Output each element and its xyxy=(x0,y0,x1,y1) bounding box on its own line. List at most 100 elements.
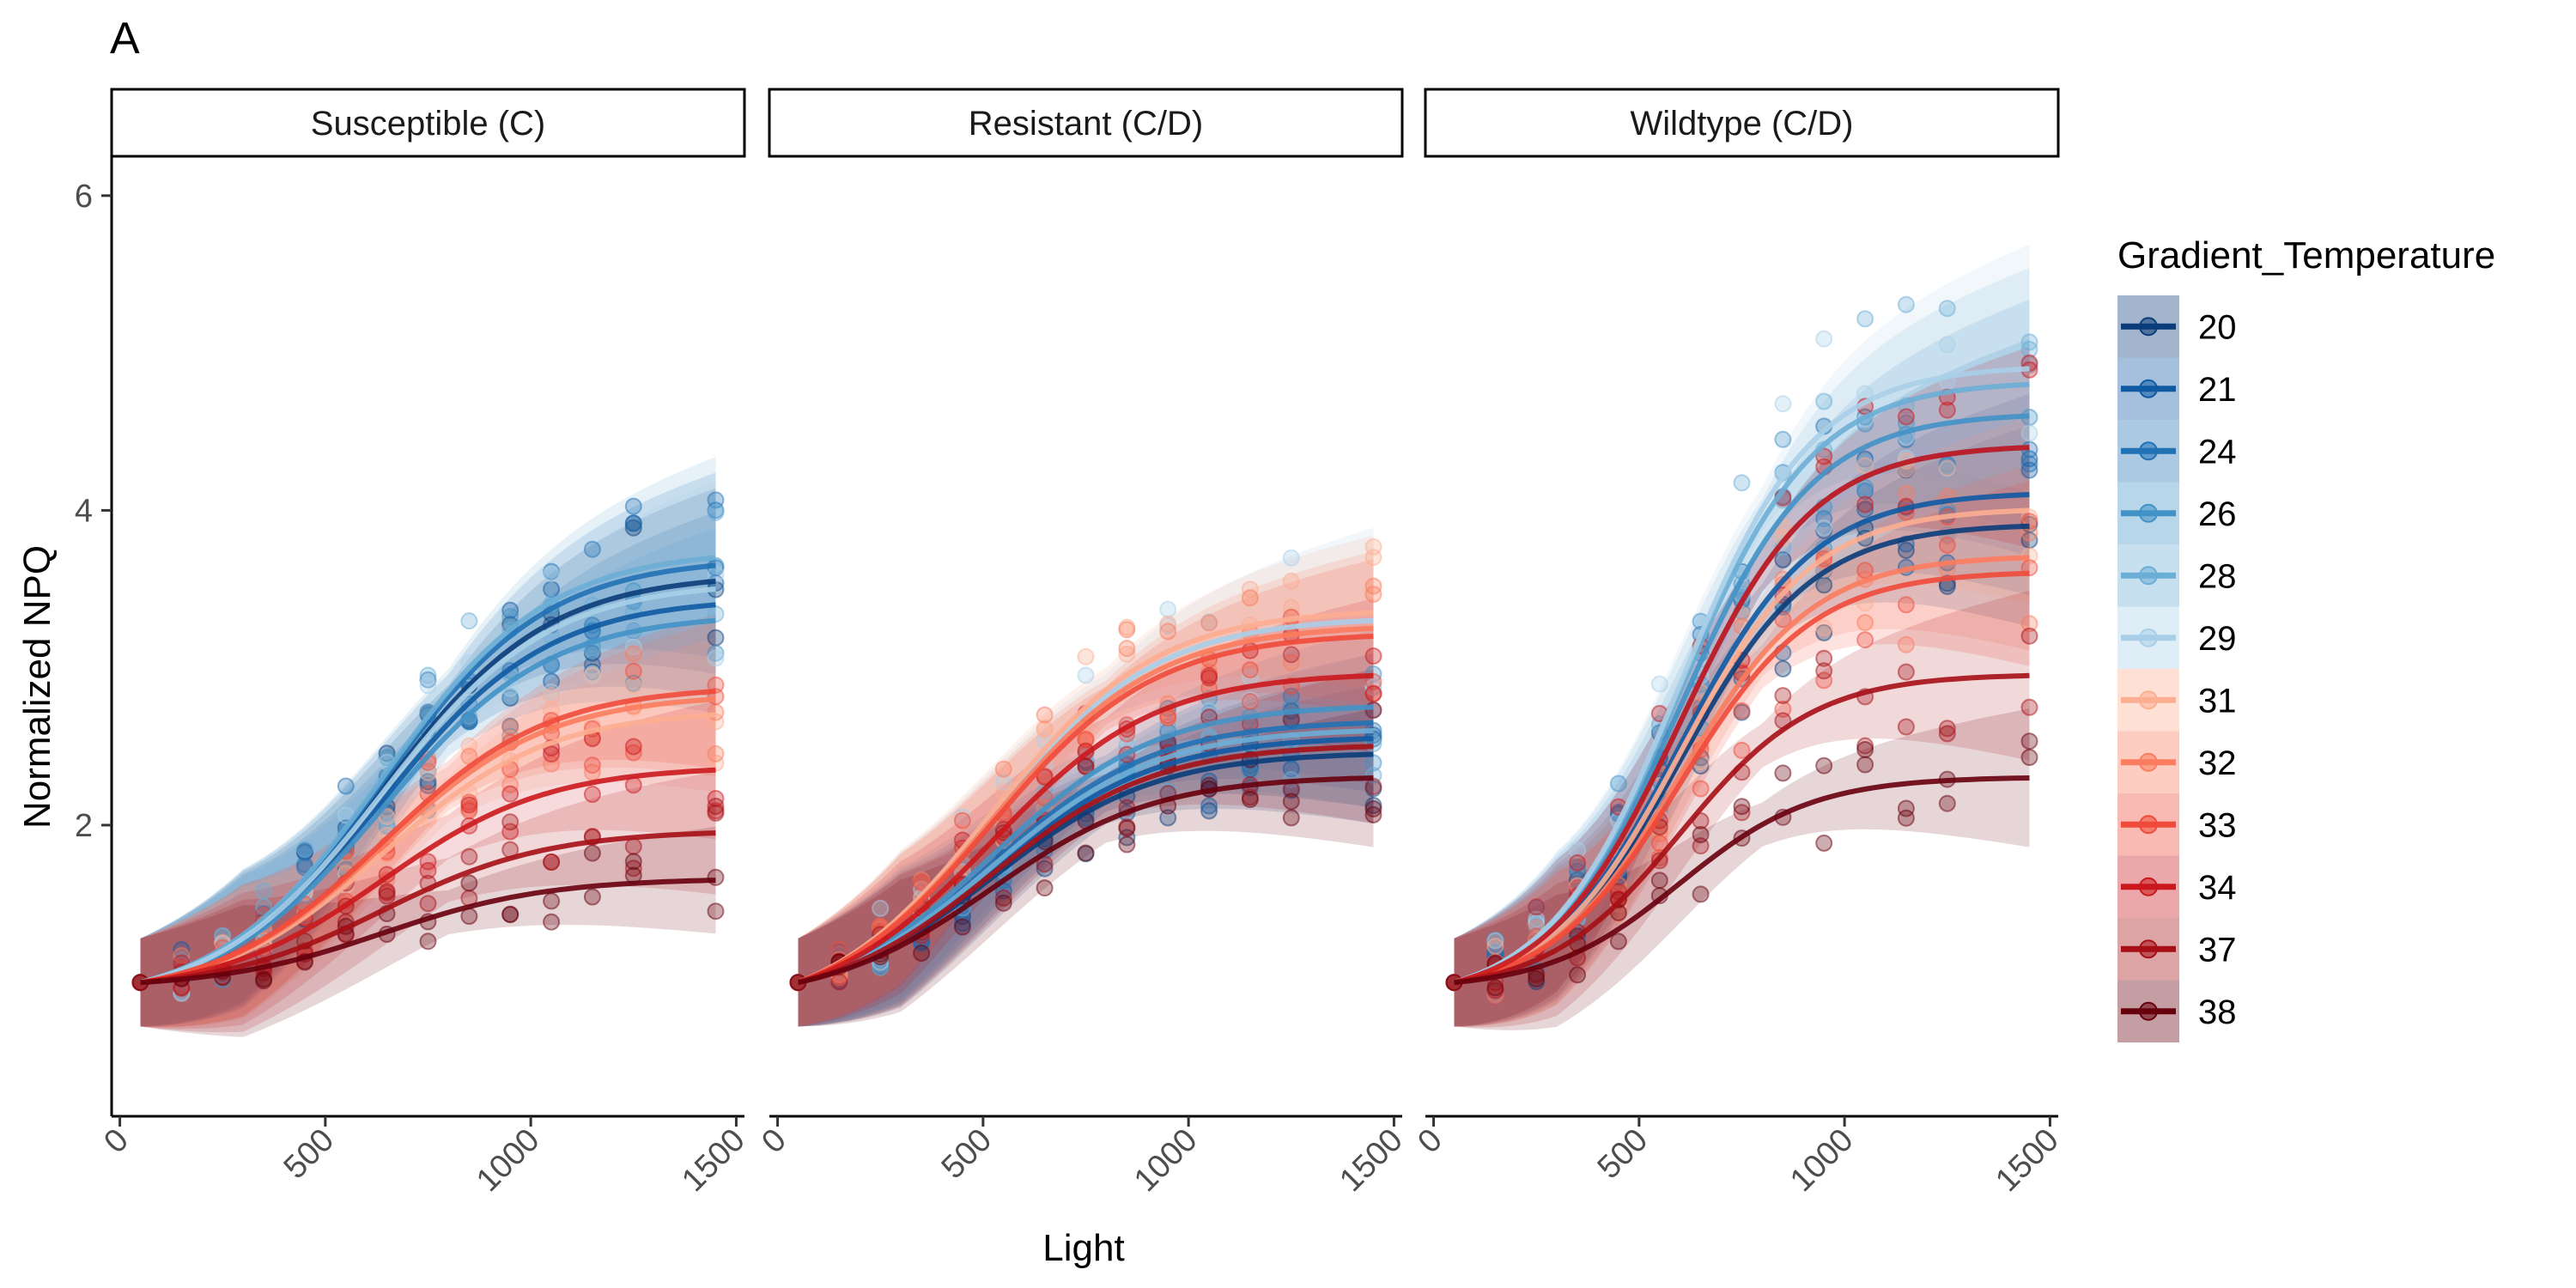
data-point-34 xyxy=(626,739,641,755)
data-point-37 xyxy=(544,854,559,870)
data-point-38 xyxy=(1857,742,1873,757)
data-point-24 xyxy=(338,779,354,794)
facet-panel-3: Wildtype (C/D)0 500 1000 1500 xyxy=(1411,89,2066,1199)
data-point-34 xyxy=(831,975,847,990)
legend-key-label: 21 xyxy=(2198,371,2237,409)
x-tick-label: 500 xyxy=(935,1122,999,1187)
data-point-34 xyxy=(1284,647,1299,662)
data-point-29 xyxy=(2022,425,2038,440)
legend-key-label: 32 xyxy=(2198,744,2237,782)
data-point-38 xyxy=(1242,792,1258,807)
legend-key-point xyxy=(2140,380,2157,398)
legend-key-24: 24 xyxy=(2117,420,2237,483)
data-point-29 xyxy=(544,566,559,581)
data-point-28 xyxy=(297,841,313,857)
data-point-37 xyxy=(502,814,518,829)
data-point-24 xyxy=(585,542,600,557)
data-point-34 xyxy=(1366,648,1382,664)
data-point-32 xyxy=(708,746,724,762)
legend-key-point xyxy=(2140,940,2157,957)
data-point-20 xyxy=(708,630,724,646)
legend-key-34: 34 xyxy=(2117,856,2237,919)
data-point-32 xyxy=(626,646,641,661)
figure-label: A xyxy=(110,14,140,64)
data-point-24 xyxy=(626,499,641,514)
legend-key-point xyxy=(2140,1003,2157,1020)
y-tick-label: 2 xyxy=(75,808,93,844)
x-tick-label: 500 xyxy=(277,1122,342,1187)
legend-key-point xyxy=(2140,442,2157,459)
data-point-28 xyxy=(1899,297,1914,313)
data-point-38 xyxy=(1652,872,1668,888)
data-point-37 xyxy=(1775,688,1790,703)
data-point-38 xyxy=(585,846,600,861)
facet-panel-2: Resistant (C/D) 0 500 1000 1500 xyxy=(755,89,1410,1199)
data-point-37 xyxy=(421,896,436,911)
data-point-29 xyxy=(1816,331,1832,347)
x-tick-label: 0 xyxy=(1411,1122,1449,1161)
legend-key-label: 38 xyxy=(2198,993,2237,1031)
y-tick-label: 4 xyxy=(75,493,93,529)
data-point-37 xyxy=(1899,720,1914,735)
data-point-38 xyxy=(1284,793,1299,809)
data-point-38 xyxy=(1078,846,1094,861)
data-point-38 xyxy=(1119,821,1134,836)
data-point-33 xyxy=(1857,632,1873,647)
facet-strip-title: Wildtype (C/D) xyxy=(1630,105,1853,143)
data-point-38 xyxy=(461,875,477,890)
data-point-28 xyxy=(1735,475,1750,490)
data-point-38 xyxy=(421,933,436,949)
data-point-34 xyxy=(585,787,600,802)
data-point-37 xyxy=(2022,629,2038,644)
data-point-29 xyxy=(708,651,724,666)
data-point-34 xyxy=(502,787,518,802)
data-point-34 xyxy=(461,798,477,813)
data-point-38 xyxy=(1693,886,1709,902)
data-point-34 xyxy=(1940,403,1955,418)
facet-strip-title: Susceptible (C) xyxy=(311,105,545,143)
legend-key-label: 31 xyxy=(2198,682,2237,720)
legend-key-point xyxy=(2140,629,2157,647)
data-point-31 xyxy=(626,678,641,694)
data-point-31 xyxy=(1078,649,1094,665)
data-point-34 xyxy=(1570,855,1585,871)
legend-key-label: 29 xyxy=(2198,620,2237,658)
data-point-28 xyxy=(1816,394,1832,410)
data-point-21 xyxy=(1201,799,1217,814)
x-axis-1: 0 500 1000 1500 xyxy=(97,1116,752,1199)
data-point-31 xyxy=(1940,460,1955,476)
data-point-34 xyxy=(1899,409,1914,424)
legend-title: Gradient_Temperature xyxy=(2117,234,2495,276)
data-point-24 xyxy=(626,515,641,531)
legend-key-label: 33 xyxy=(2198,806,2237,844)
data-point-29 xyxy=(421,677,436,693)
facet-strip-title: Resistant (C/D) xyxy=(969,105,1203,143)
data-point-31 xyxy=(1857,458,1873,473)
data-point-32 xyxy=(1201,615,1217,630)
data-point-32 xyxy=(1242,590,1258,605)
data-point-38 xyxy=(914,945,929,961)
data-point-32 xyxy=(1857,615,1873,630)
data-point-38 xyxy=(1816,758,1832,774)
legend-key-37: 37 xyxy=(2117,918,2237,981)
data-point-31 xyxy=(1816,620,1832,635)
data-point-32 xyxy=(1160,623,1176,639)
data-point-38 xyxy=(256,971,271,987)
data-point-29 xyxy=(1284,550,1299,566)
data-point-21 xyxy=(544,581,559,597)
data-point-38 xyxy=(996,896,1012,911)
data-point-38 xyxy=(1570,967,1585,982)
x-tick-label: 500 xyxy=(1591,1122,1656,1187)
data-point-32 xyxy=(1366,586,1382,602)
data-point-34 xyxy=(1857,497,1873,513)
legend-key-point xyxy=(2140,816,2157,833)
data-point-20 xyxy=(1775,661,1790,677)
data-point-37 xyxy=(708,805,724,821)
data-point-31 xyxy=(1487,939,1503,954)
x-axis-3: 0 500 1000 1500 xyxy=(1411,1116,2066,1199)
data-point-38 xyxy=(2022,733,2038,749)
data-point-38 xyxy=(502,907,518,922)
data-point-33 xyxy=(626,664,641,679)
legend-key-point xyxy=(2140,505,2157,522)
data-point-33 xyxy=(1242,662,1258,677)
